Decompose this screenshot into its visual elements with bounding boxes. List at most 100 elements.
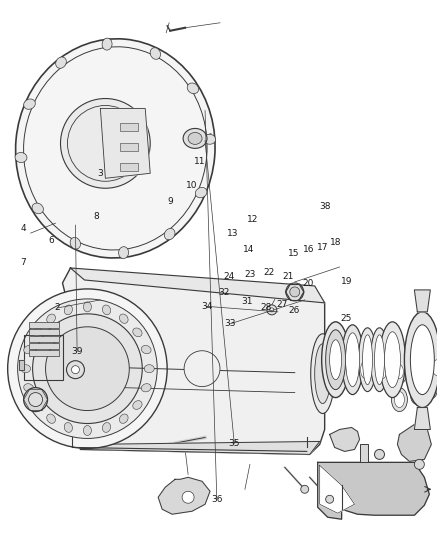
- Polygon shape: [320, 465, 355, 513]
- Ellipse shape: [24, 99, 35, 109]
- Ellipse shape: [144, 365, 154, 373]
- Ellipse shape: [47, 414, 56, 423]
- Bar: [24, 335, 64, 379]
- Ellipse shape: [428, 355, 438, 381]
- Text: 20: 20: [303, 279, 314, 288]
- Text: 23: 23: [245, 270, 256, 279]
- Ellipse shape: [357, 356, 374, 384]
- Ellipse shape: [359, 328, 377, 392]
- Polygon shape: [318, 462, 429, 519]
- Ellipse shape: [120, 414, 128, 423]
- Ellipse shape: [428, 385, 434, 394]
- Ellipse shape: [15, 152, 27, 163]
- Text: 39: 39: [71, 347, 83, 356]
- Ellipse shape: [413, 362, 422, 378]
- Circle shape: [301, 486, 309, 493]
- Ellipse shape: [64, 305, 72, 315]
- Circle shape: [18, 299, 157, 439]
- Ellipse shape: [47, 314, 56, 324]
- Ellipse shape: [33, 328, 42, 337]
- Text: 18: 18: [330, 238, 342, 247]
- Ellipse shape: [413, 389, 421, 401]
- Polygon shape: [414, 290, 430, 312]
- Text: 8: 8: [93, 212, 99, 221]
- Ellipse shape: [56, 57, 66, 68]
- Bar: [120, 124, 138, 132]
- Text: 28: 28: [261, 303, 272, 312]
- Text: 38: 38: [319, 203, 330, 212]
- Ellipse shape: [141, 345, 151, 354]
- Circle shape: [270, 308, 274, 312]
- Ellipse shape: [102, 423, 111, 432]
- Text: 14: 14: [243, 245, 254, 254]
- Ellipse shape: [346, 333, 360, 386]
- Text: 36: 36: [211, 495, 223, 504]
- Ellipse shape: [436, 370, 438, 394]
- Text: 27: 27: [277, 300, 288, 309]
- Ellipse shape: [188, 132, 202, 144]
- Circle shape: [60, 99, 150, 188]
- Ellipse shape: [102, 38, 112, 50]
- Text: 13: 13: [227, 229, 239, 238]
- Circle shape: [28, 393, 42, 407]
- Ellipse shape: [311, 334, 335, 414]
- Ellipse shape: [33, 401, 42, 409]
- Polygon shape: [63, 268, 325, 455]
- Circle shape: [71, 366, 79, 374]
- Ellipse shape: [314, 344, 331, 403]
- Ellipse shape: [425, 381, 437, 399]
- Circle shape: [32, 314, 142, 424]
- Polygon shape: [100, 109, 150, 178]
- Bar: [120, 163, 138, 171]
- Ellipse shape: [374, 360, 390, 384]
- Bar: [28, 322, 59, 328]
- Text: 22: 22: [264, 269, 275, 277]
- Ellipse shape: [392, 387, 407, 411]
- Ellipse shape: [404, 312, 438, 408]
- Text: 16: 16: [303, 245, 314, 254]
- Ellipse shape: [410, 325, 434, 394]
- Ellipse shape: [64, 423, 72, 432]
- Ellipse shape: [70, 237, 81, 249]
- Text: 26: 26: [288, 305, 300, 314]
- Text: 3: 3: [97, 169, 103, 178]
- Text: 33: 33: [224, 319, 236, 328]
- Bar: [28, 336, 59, 342]
- Text: 9: 9: [167, 197, 173, 206]
- Ellipse shape: [187, 83, 198, 94]
- Text: 34: 34: [201, 302, 212, 311]
- Polygon shape: [81, 441, 320, 455]
- Ellipse shape: [396, 365, 403, 378]
- Ellipse shape: [410, 385, 424, 405]
- Text: 35: 35: [229, 439, 240, 448]
- Bar: [28, 350, 59, 356]
- Ellipse shape: [133, 401, 142, 409]
- Ellipse shape: [120, 314, 128, 324]
- Text: 7: 7: [21, 258, 26, 266]
- Ellipse shape: [363, 335, 372, 385]
- Polygon shape: [158, 478, 210, 514]
- Ellipse shape: [392, 360, 407, 384]
- Bar: [28, 329, 59, 335]
- Polygon shape: [397, 424, 431, 462]
- Text: 11: 11: [194, 157, 205, 166]
- Circle shape: [184, 351, 220, 386]
- Ellipse shape: [150, 47, 161, 59]
- Text: 15: 15: [288, 249, 300, 258]
- Text: 6: 6: [48, 236, 54, 245]
- Text: 31: 31: [242, 296, 253, 305]
- Polygon shape: [330, 427, 360, 451]
- Ellipse shape: [141, 384, 151, 392]
- Text: 32: 32: [219, 287, 230, 296]
- Ellipse shape: [102, 305, 111, 315]
- Circle shape: [8, 289, 167, 448]
- Circle shape: [267, 305, 277, 315]
- Bar: [120, 143, 138, 151]
- Ellipse shape: [342, 325, 364, 394]
- Ellipse shape: [330, 340, 342, 379]
- Circle shape: [67, 361, 85, 378]
- Polygon shape: [71, 268, 325, 303]
- Text: 24: 24: [223, 272, 234, 280]
- Bar: [28, 343, 59, 349]
- Text: 10: 10: [186, 181, 198, 190]
